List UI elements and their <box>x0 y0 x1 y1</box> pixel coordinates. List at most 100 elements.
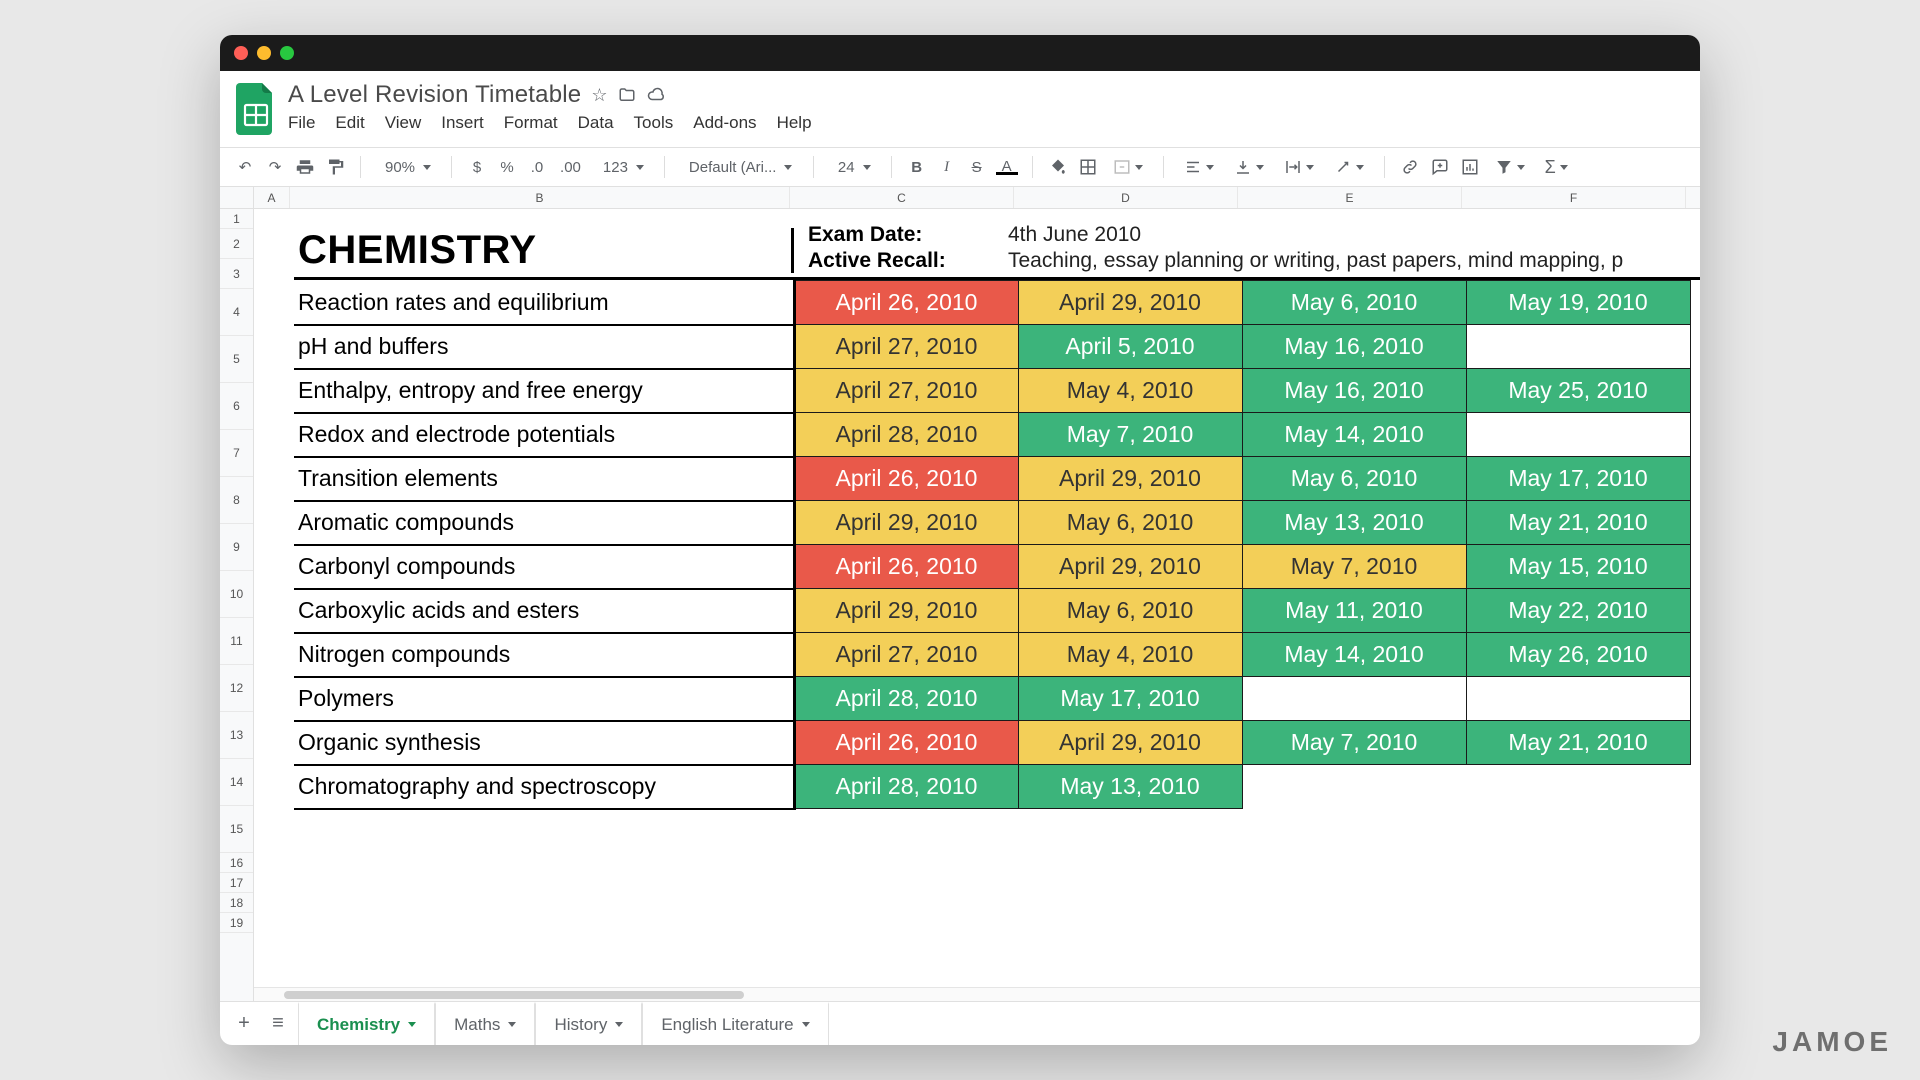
topic-cell[interactable]: Reaction rates and equilibrium <box>294 281 794 325</box>
menu-data[interactable]: Data <box>578 113 614 133</box>
date-cell[interactable] <box>1242 677 1466 721</box>
row-header-3[interactable]: 3 <box>220 259 253 289</box>
date-cell[interactable]: May 7, 2010 <box>1242 545 1466 589</box>
menu-edit[interactable]: Edit <box>335 113 364 133</box>
spreadsheet-grid[interactable]: CHEMISTRY Exam Date: 4th June 2010 Activ… <box>254 209 1700 987</box>
sheet-tab-english-literature[interactable]: English Literature <box>642 1002 828 1045</box>
window-close-button[interactable] <box>234 46 248 60</box>
menu-help[interactable]: Help <box>777 113 812 133</box>
insert-link-button[interactable] <box>1399 155 1421 179</box>
topic-cell[interactable]: Redox and electrode potentials <box>294 413 794 457</box>
date-cell[interactable]: May 16, 2010 <box>1242 369 1466 413</box>
date-cell[interactable]: April 27, 2010 <box>794 325 1018 369</box>
column-header-E[interactable]: E <box>1238 187 1462 208</box>
italic-button[interactable]: I <box>936 155 958 179</box>
date-cell[interactable]: April 27, 2010 <box>794 369 1018 413</box>
row-header-13[interactable]: 13 <box>220 712 253 759</box>
date-cell[interactable]: May 21, 2010 <box>1466 721 1690 765</box>
borders-button[interactable] <box>1077 155 1099 179</box>
date-cell[interactable] <box>1466 413 1690 457</box>
horizontal-align-dropdown[interactable] <box>1178 158 1220 176</box>
row-header-5[interactable]: 5 <box>220 336 253 383</box>
select-all-corner[interactable] <box>220 187 254 209</box>
date-cell[interactable]: May 21, 2010 <box>1466 501 1690 545</box>
percent-button[interactable]: % <box>496 155 518 179</box>
topic-cell[interactable]: Enthalpy, entropy and free energy <box>294 369 794 413</box>
topic-cell[interactable]: Organic synthesis <box>294 721 794 765</box>
column-header-D[interactable]: D <box>1014 187 1238 208</box>
row-header-19[interactable]: 19 <box>220 913 253 933</box>
undo-button[interactable]: ↶ <box>234 155 256 179</box>
date-cell[interactable]: April 26, 2010 <box>794 545 1018 589</box>
row-header-6[interactable]: 6 <box>220 383 253 430</box>
insert-chart-button[interactable] <box>1459 155 1481 179</box>
topic-cell[interactable]: Carbonyl compounds <box>294 545 794 589</box>
date-cell[interactable]: May 13, 2010 <box>1018 765 1242 809</box>
date-cell[interactable]: April 26, 2010 <box>794 457 1018 501</box>
topic-cell[interactable]: Transition elements <box>294 457 794 501</box>
date-cell[interactable]: May 6, 2010 <box>1018 501 1242 545</box>
row-header-18[interactable]: 18 <box>220 893 253 913</box>
merge-cells-dropdown[interactable] <box>1107 158 1149 176</box>
add-sheet-button[interactable]: + <box>230 1012 258 1035</box>
date-cell[interactable] <box>1242 765 1466 809</box>
menu-format[interactable]: Format <box>504 113 558 133</box>
topic-cell[interactable]: Chromatography and spectroscopy <box>294 765 794 809</box>
text-rotation-dropdown[interactable] <box>1328 158 1370 176</box>
date-cell[interactable]: May 11, 2010 <box>1242 589 1466 633</box>
date-cell[interactable]: May 6, 2010 <box>1242 457 1466 501</box>
date-cell[interactable] <box>1466 765 1690 809</box>
date-cell[interactable]: April 29, 2010 <box>1018 721 1242 765</box>
row-header-14[interactable]: 14 <box>220 759 253 806</box>
menu-file[interactable]: File <box>288 113 315 133</box>
date-cell[interactable]: May 19, 2010 <box>1466 281 1690 325</box>
row-header-4[interactable]: 4 <box>220 289 253 336</box>
sheet-tab-maths[interactable]: Maths <box>435 1002 535 1045</box>
filter-dropdown[interactable] <box>1489 158 1531 176</box>
row-header-1[interactable]: 1 <box>220 209 253 229</box>
sheet-tab-history[interactable]: History <box>535 1002 642 1045</box>
row-header-12[interactable]: 12 <box>220 665 253 712</box>
date-cell[interactable]: April 28, 2010 <box>794 677 1018 721</box>
strikethrough-button[interactable]: S <box>966 155 988 179</box>
date-cell[interactable]: May 6, 2010 <box>1018 589 1242 633</box>
paint-format-button[interactable] <box>324 155 346 179</box>
window-minimize-button[interactable] <box>257 46 271 60</box>
row-header-2[interactable]: 2 <box>220 229 253 259</box>
date-cell[interactable]: May 4, 2010 <box>1018 633 1242 677</box>
menu-view[interactable]: View <box>385 113 422 133</box>
date-cell[interactable]: April 26, 2010 <box>794 721 1018 765</box>
font-family-dropdown[interactable]: Default (Ari... <box>679 159 799 176</box>
row-header-10[interactable]: 10 <box>220 571 253 618</box>
date-cell[interactable]: May 22, 2010 <box>1466 589 1690 633</box>
date-cell[interactable]: May 7, 2010 <box>1018 413 1242 457</box>
date-cell[interactable]: May 4, 2010 <box>1018 369 1242 413</box>
topic-cell[interactable]: Nitrogen compounds <box>294 633 794 677</box>
date-cell[interactable]: April 28, 2010 <box>794 413 1018 457</box>
all-sheets-button[interactable]: ≡ <box>264 1012 292 1035</box>
date-cell[interactable]: May 17, 2010 <box>1018 677 1242 721</box>
vertical-align-dropdown[interactable] <box>1228 158 1270 176</box>
date-cell[interactable]: May 15, 2010 <box>1466 545 1690 589</box>
date-cell[interactable]: May 7, 2010 <box>1242 721 1466 765</box>
date-cell[interactable]: April 29, 2010 <box>794 501 1018 545</box>
sheet-tab-chemistry[interactable]: Chemistry <box>298 1002 435 1045</box>
zoom-dropdown[interactable]: 90% <box>375 159 437 176</box>
date-cell[interactable]: May 6, 2010 <box>1242 281 1466 325</box>
fill-color-button[interactable] <box>1047 155 1069 179</box>
date-cell[interactable]: May 25, 2010 <box>1466 369 1690 413</box>
column-header-F[interactable]: F <box>1462 187 1686 208</box>
date-cell[interactable]: April 5, 2010 <box>1018 325 1242 369</box>
redo-button[interactable]: ↷ <box>264 155 286 179</box>
row-header-11[interactable]: 11 <box>220 618 253 665</box>
topic-cell[interactable]: Polymers <box>294 677 794 721</box>
column-header-B[interactable]: B <box>290 187 790 208</box>
column-header-A[interactable]: A <box>254 187 290 208</box>
bold-button[interactable]: B <box>906 155 928 179</box>
date-cell[interactable]: May 16, 2010 <box>1242 325 1466 369</box>
window-maximize-button[interactable] <box>280 46 294 60</box>
column-header-C[interactable]: C <box>790 187 1014 208</box>
date-cell[interactable]: April 29, 2010 <box>1018 281 1242 325</box>
date-cell[interactable]: May 17, 2010 <box>1466 457 1690 501</box>
insert-comment-button[interactable] <box>1429 155 1451 179</box>
